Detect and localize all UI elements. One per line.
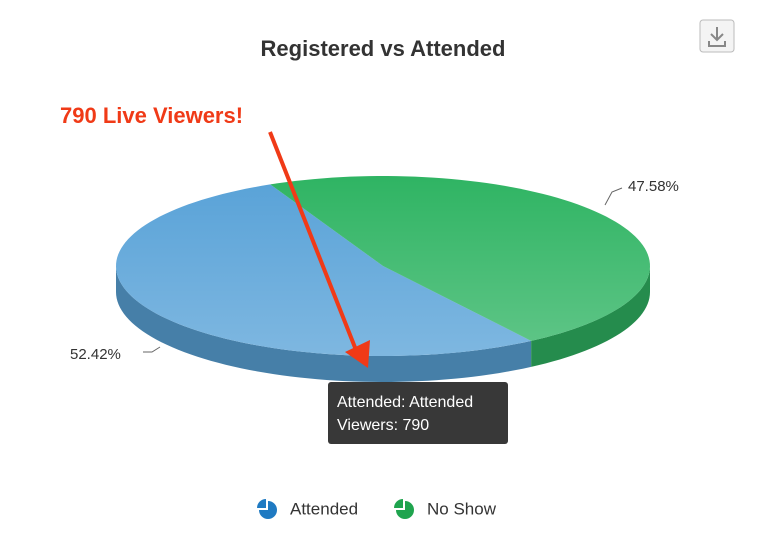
slice-side — [116, 266, 532, 382]
tooltip-line: Attended: Attended — [337, 394, 473, 411]
download-icon[interactable] — [708, 27, 726, 47]
arrow-shaft — [268, 131, 358, 351]
legend-icon — [257, 499, 266, 508]
legend-label: No Show — [427, 499, 497, 518]
slice-shine — [270, 176, 650, 341]
arrow — [268, 131, 370, 368]
pie — [116, 176, 650, 382]
leader-line — [604, 187, 623, 206]
value-label: 47.58% — [628, 178, 679, 195]
legend: Attended No Show — [257, 499, 497, 519]
legend-icon — [394, 499, 403, 508]
slice-side — [531, 266, 650, 367]
legend-label: Attended — [290, 499, 358, 518]
labels: 52.42% 47.58% — [70, 178, 679, 363]
tooltip-box — [328, 382, 508, 444]
download-button[interactable] — [699, 19, 735, 53]
annotation: 790 Live Viewers! — [60, 103, 243, 128]
legend-icon — [259, 501, 277, 519]
leader-line — [143, 346, 161, 353]
tooltip: Attended: Attended Viewers: 790 — [328, 382, 508, 444]
arrow-head — [345, 340, 370, 368]
legend-icon — [396, 501, 414, 519]
tooltip-line: Viewers: 790 — [337, 417, 429, 434]
value-label: 52.42% — [70, 346, 121, 363]
chart-title: Registered vs Attended — [261, 36, 506, 61]
